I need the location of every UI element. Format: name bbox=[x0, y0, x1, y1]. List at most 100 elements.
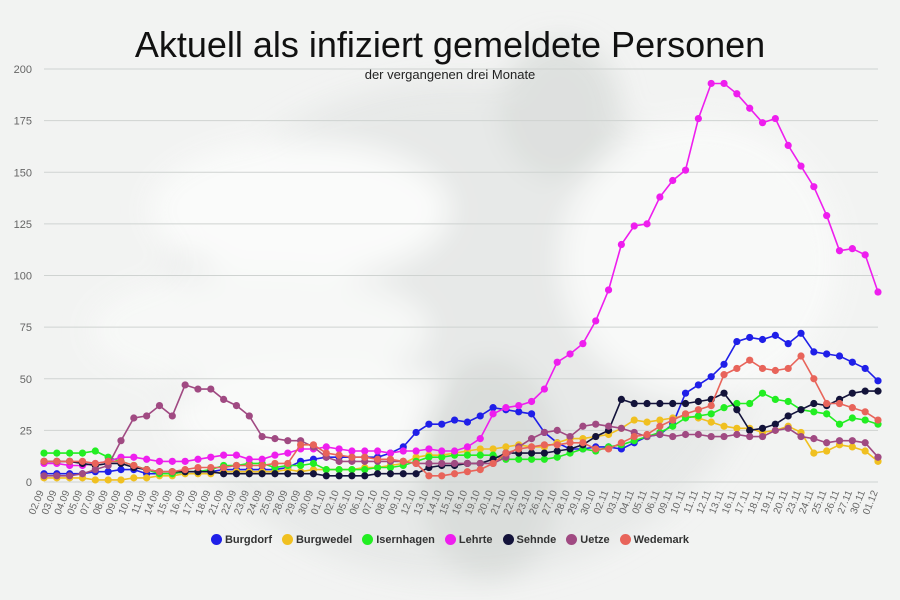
data-point bbox=[284, 437, 292, 445]
data-point bbox=[566, 432, 574, 441]
data-point bbox=[168, 412, 176, 420]
data-point bbox=[579, 439, 587, 447]
data-point bbox=[181, 466, 189, 474]
data-point bbox=[450, 459, 459, 468]
data-point bbox=[553, 441, 561, 449]
data-point bbox=[835, 352, 844, 360]
data-point bbox=[502, 443, 510, 451]
data-point bbox=[540, 428, 549, 437]
data-point bbox=[40, 457, 48, 465]
data-point bbox=[361, 466, 369, 474]
data-point bbox=[66, 449, 74, 457]
data-point bbox=[271, 435, 279, 443]
data-point bbox=[746, 356, 754, 364]
data-point bbox=[823, 350, 831, 358]
data-point bbox=[515, 401, 523, 410]
data-point bbox=[258, 455, 266, 463]
legend-label: Isernhagen bbox=[376, 534, 435, 546]
data-point bbox=[104, 476, 112, 484]
data-point bbox=[733, 90, 741, 98]
data-point bbox=[425, 453, 433, 461]
legend-marker bbox=[210, 534, 222, 545]
data-point bbox=[810, 449, 818, 457]
data-point bbox=[656, 430, 664, 439]
data-point bbox=[412, 447, 420, 455]
data-point bbox=[245, 455, 253, 463]
data-point bbox=[604, 422, 613, 430]
data-point bbox=[848, 437, 856, 445]
x-axis: 02.0903.0904.0905.0907.0908.0909.0910.09… bbox=[27, 489, 881, 517]
data-point bbox=[707, 418, 715, 426]
data-point bbox=[604, 445, 613, 453]
y-tick-label: 150 bbox=[14, 167, 32, 179]
series-sehnde bbox=[40, 387, 882, 480]
data-point bbox=[53, 457, 61, 465]
data-point bbox=[592, 317, 600, 325]
data-point bbox=[823, 447, 831, 455]
data-point bbox=[694, 412, 702, 420]
data-point bbox=[707, 410, 715, 418]
data-point bbox=[258, 461, 266, 470]
legend-item-burgdorf: Burgdorf bbox=[210, 534, 272, 546]
data-point bbox=[515, 455, 523, 463]
data-point bbox=[374, 463, 382, 472]
data-point bbox=[271, 451, 279, 459]
data-point bbox=[438, 472, 446, 480]
data-point bbox=[861, 416, 869, 424]
data-point bbox=[630, 432, 638, 441]
legend-item-isernhagen: Isernhagen bbox=[362, 534, 435, 546]
data-point bbox=[245, 470, 253, 478]
data-point bbox=[78, 470, 87, 478]
y-tick-label: 125 bbox=[14, 219, 32, 231]
data-point bbox=[245, 461, 253, 470]
data-point bbox=[489, 445, 497, 453]
series-wedemark bbox=[40, 352, 882, 480]
data-point bbox=[297, 441, 305, 449]
data-point bbox=[322, 443, 330, 451]
data-point bbox=[810, 435, 818, 443]
data-point bbox=[117, 437, 125, 445]
data-point bbox=[220, 463, 228, 472]
data-point bbox=[374, 447, 382, 455]
y-axis: 0 25 50 75 100 125 150 175 200 bbox=[14, 64, 32, 489]
data-point bbox=[784, 424, 792, 432]
data-point bbox=[438, 453, 446, 461]
data-point bbox=[271, 459, 279, 468]
data-point bbox=[66, 472, 74, 480]
data-point bbox=[617, 424, 625, 432]
data-point bbox=[40, 449, 48, 457]
data-point bbox=[874, 288, 882, 296]
data-point bbox=[681, 166, 690, 174]
legend-item-lehrte: Lehrte bbox=[444, 534, 493, 546]
data-point bbox=[348, 466, 356, 474]
data-point bbox=[874, 453, 882, 461]
data-point bbox=[412, 428, 420, 437]
data-point bbox=[476, 451, 484, 459]
data-point bbox=[168, 468, 176, 476]
data-point bbox=[771, 420, 779, 428]
data-point bbox=[502, 404, 510, 412]
data-point bbox=[617, 395, 625, 403]
data-point bbox=[810, 183, 818, 191]
data-point bbox=[117, 466, 125, 474]
data-point bbox=[681, 389, 690, 397]
data-point bbox=[91, 466, 99, 474]
data-point bbox=[758, 335, 767, 344]
data-point bbox=[835, 399, 844, 408]
data-point bbox=[720, 404, 728, 412]
data-point bbox=[874, 387, 882, 395]
data-point bbox=[553, 358, 561, 366]
data-point bbox=[130, 453, 138, 461]
data-point bbox=[117, 457, 125, 465]
chart-subtitle: der vergangenen drei Monate bbox=[364, 67, 536, 82]
data-point bbox=[720, 79, 728, 88]
data-point bbox=[245, 412, 253, 420]
data-point bbox=[630, 416, 638, 424]
data-point bbox=[194, 463, 202, 472]
data-point bbox=[733, 399, 741, 408]
data-point bbox=[797, 329, 805, 337]
data-point bbox=[53, 449, 61, 457]
data-point bbox=[848, 245, 856, 253]
